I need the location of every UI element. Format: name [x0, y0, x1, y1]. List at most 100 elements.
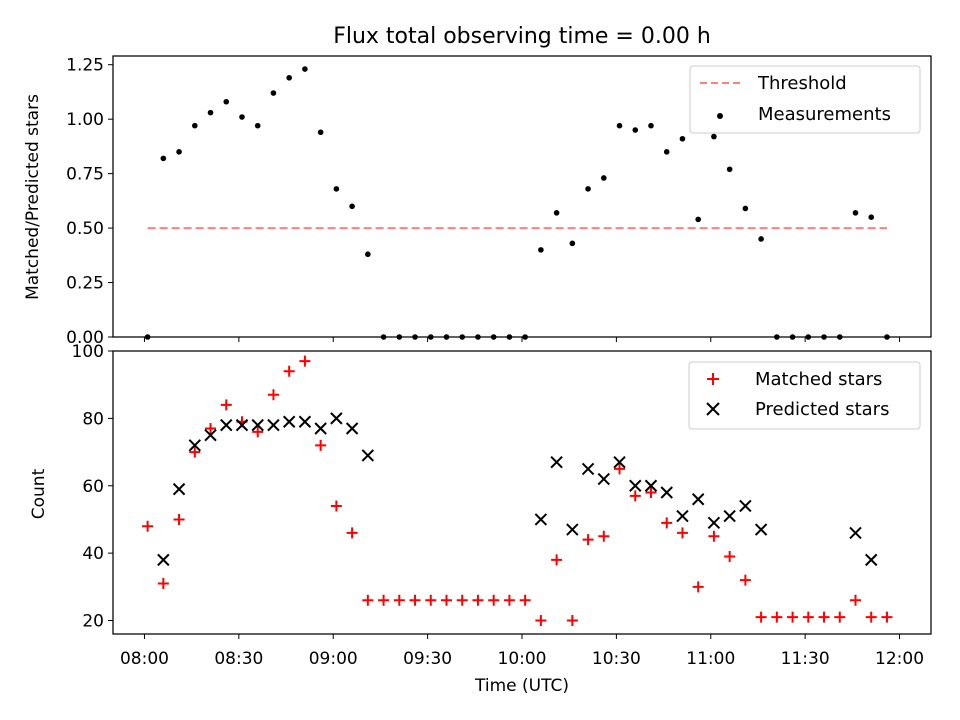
matched-stars-point	[676, 527, 688, 539]
matched-stars-point	[503, 594, 515, 606]
matched-stars-point	[346, 527, 358, 539]
matched-stars-point	[708, 530, 720, 542]
matched-stars-point	[724, 551, 736, 563]
y-tick-label: 100	[72, 342, 104, 362]
matched-stars-point	[472, 594, 484, 606]
matched-stars-point	[299, 355, 311, 367]
matched-stars-point	[220, 399, 232, 411]
predicted-stars-point	[849, 526, 862, 540]
matched-stars-point	[535, 615, 547, 627]
measurement-point	[742, 205, 749, 212]
x-tick-label: 09:00	[309, 649, 358, 669]
matched-stars-point	[252, 426, 264, 438]
measurement-point	[192, 122, 198, 129]
matched-stars-point	[739, 574, 751, 586]
matched-stars-point	[692, 581, 704, 593]
x-tick-label: 08:30	[214, 649, 263, 669]
star-count-panel: 20 40 60 80 100 08:00 08:30 09:00 09:30 10:00 10:…	[29, 342, 932, 696]
predicted-stars-point	[534, 513, 548, 526]
measurement-point	[648, 122, 654, 129]
star-count-legend: Matched stars Predicted stars	[688, 361, 921, 430]
matched-stars-point	[787, 611, 799, 623]
matched-stars-point	[157, 577, 169, 589]
matched-stars-point	[267, 389, 279, 401]
flux-ratio-y-ticks: 0.00 0.25 0.50 0.75 1.00 1.25	[66, 56, 113, 348]
matched-stars-point	[456, 594, 468, 606]
matched-stars-point	[629, 490, 641, 502]
matched-stars-point	[598, 530, 610, 542]
x-axis-label: Time (UTC)	[474, 676, 569, 696]
predicted-stars-point	[550, 455, 563, 469]
measurement-point	[711, 133, 717, 140]
flux-ratio-x-ticks	[143, 337, 901, 342]
measurement-point	[758, 236, 764, 242]
predicted-stars-point	[157, 553, 170, 567]
x-tick-label: 09:30	[403, 649, 452, 669]
flux-ratio-legend-box	[689, 65, 921, 134]
matched-stars-point	[614, 463, 626, 475]
matched-stars-point	[283, 365, 295, 377]
predicted-stars-point	[330, 412, 343, 425]
measurement-point	[663, 149, 670, 155]
predicted-stars-point	[660, 486, 673, 499]
y-tick-label: 0.00	[66, 328, 104, 348]
flux-ratio-panel: 0.00 0.25 0.50 0.75 1.00 1.25 Matched/Predict…	[23, 55, 932, 348]
measurement-point	[239, 114, 245, 120]
x-tick-label: 10:30	[592, 649, 641, 669]
predicted-stars-point	[361, 449, 375, 462]
matched-stars-point	[881, 611, 893, 623]
predicted-stars-point	[581, 462, 595, 476]
y-tick-label: 20	[82, 612, 104, 632]
matched-stars-point	[488, 594, 500, 606]
measurement-point	[616, 122, 623, 129]
predicted-stars-point	[566, 523, 579, 536]
predicted-stars-point	[188, 439, 202, 452]
y-tick-label: 1.00	[66, 110, 104, 130]
measurement-point	[679, 135, 686, 142]
measurement-point	[632, 127, 639, 133]
measurement-point	[365, 251, 371, 258]
predicted-stars-point	[314, 422, 327, 435]
matched-stars-point	[566, 615, 578, 627]
matched-stars-point	[440, 594, 452, 606]
predicted-stars-point	[235, 418, 249, 432]
measurement-point	[585, 186, 591, 192]
predicted-stars-point	[220, 418, 233, 432]
matched-stars-point	[834, 611, 846, 623]
matched-stars-point	[551, 554, 563, 566]
y-tick-label: 40	[82, 544, 104, 564]
predicted-stars-point	[267, 418, 280, 432]
predicted-stars-point	[754, 523, 768, 536]
matched-stars-point	[173, 513, 185, 525]
measurement-point	[553, 210, 560, 216]
measurement-point	[176, 149, 182, 155]
matched-stars-point	[425, 594, 437, 606]
y-tick-label: 0.75	[66, 165, 104, 185]
predicted-stars-point	[739, 499, 752, 513]
matched-stars-point	[755, 611, 767, 623]
predicted-stars-point	[298, 415, 312, 428]
measurement-point	[726, 166, 733, 173]
measurement-point	[302, 66, 308, 72]
measurement-point	[601, 175, 607, 181]
y-tick-label: 80	[82, 409, 104, 429]
y-tick-label: 0.50	[66, 219, 104, 239]
legend-predicted-label: Predicted stars	[755, 399, 889, 420]
star-count-y-ticks: 20 40 60 80 100	[72, 342, 113, 632]
matched-stars-point	[771, 611, 783, 623]
measurement-point	[868, 214, 875, 220]
matched-stars-point	[865, 611, 877, 623]
measurement-point	[538, 247, 544, 253]
measurement-point	[286, 74, 292, 81]
star-count-y-axis-label: Count	[29, 468, 49, 519]
measurement-point	[254, 122, 261, 129]
x-tick-label: 11:00	[686, 649, 735, 669]
star-count-x-ticks: 08:00 08:30 09:00 09:30 10:00 10:30 11:00 11:30…	[120, 634, 924, 669]
legend-predicted-swatch	[706, 402, 720, 416]
measurement-point	[223, 98, 230, 105]
matched-stars-point	[330, 500, 342, 512]
predicted-stars-point	[676, 509, 689, 523]
predicted-stars-point	[204, 429, 217, 442]
chart-title: Flux total observing time = 0.00 h	[333, 24, 711, 49]
matched-stars-point	[409, 594, 421, 606]
